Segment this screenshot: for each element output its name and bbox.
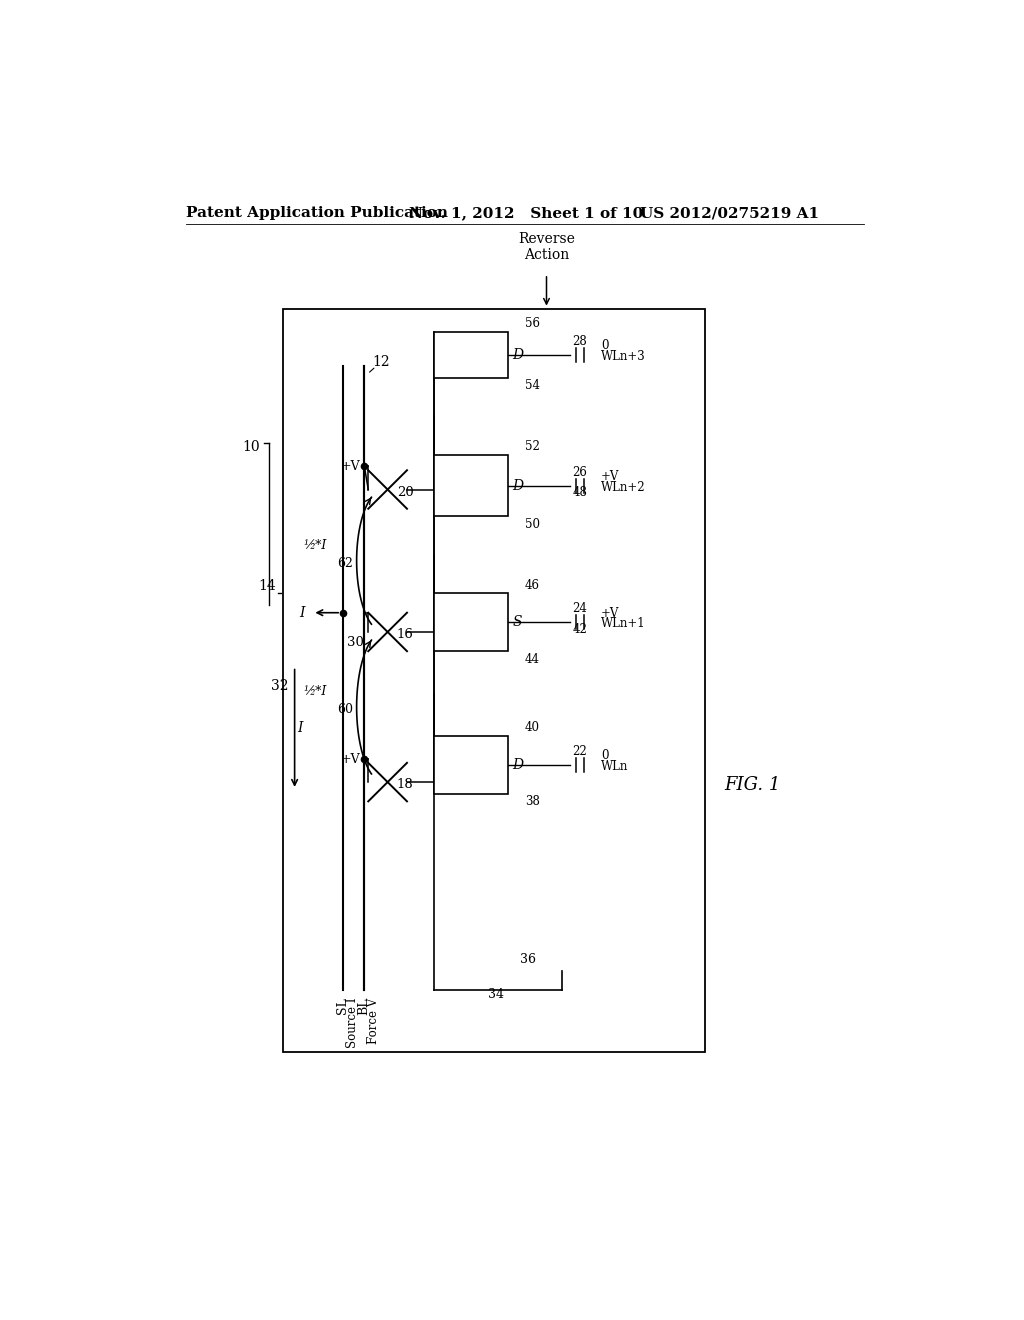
Text: 26: 26 bbox=[572, 466, 587, 479]
Text: SL: SL bbox=[336, 998, 349, 1015]
Text: +V: +V bbox=[341, 752, 360, 766]
Bar bbox=[434, 594, 508, 651]
Text: BL: BL bbox=[357, 998, 370, 1015]
Text: 36: 36 bbox=[520, 953, 537, 966]
Text: 0: 0 bbox=[601, 748, 608, 762]
Text: FIG. 1: FIG. 1 bbox=[725, 776, 781, 793]
Text: 22: 22 bbox=[572, 744, 587, 758]
Bar bbox=[434, 455, 508, 516]
Text: 52: 52 bbox=[524, 441, 540, 453]
Text: Reverse
Action: Reverse Action bbox=[518, 232, 574, 263]
Text: 20: 20 bbox=[397, 486, 414, 499]
Text: 48: 48 bbox=[572, 487, 587, 499]
Text: 38: 38 bbox=[524, 795, 540, 808]
Text: Source I: Source I bbox=[346, 998, 358, 1048]
Text: WLn+3: WLn+3 bbox=[601, 350, 645, 363]
Text: 14: 14 bbox=[258, 578, 276, 593]
Text: 46: 46 bbox=[524, 579, 540, 591]
Text: 24: 24 bbox=[572, 602, 587, 615]
Text: 28: 28 bbox=[572, 335, 587, 347]
Text: 54: 54 bbox=[524, 379, 540, 392]
Text: WLn+2: WLn+2 bbox=[601, 480, 645, 494]
Text: Force V: Force V bbox=[367, 998, 380, 1044]
Text: 12: 12 bbox=[372, 355, 390, 370]
Text: +V: +V bbox=[601, 470, 620, 483]
Bar bbox=[434, 331, 508, 378]
Text: 0: 0 bbox=[601, 339, 608, 352]
Text: Patent Application Publication: Patent Application Publication bbox=[186, 206, 449, 220]
Text: 60: 60 bbox=[337, 704, 352, 717]
Text: 10: 10 bbox=[242, 440, 260, 454]
Bar bbox=[283, 309, 706, 1052]
Text: 16: 16 bbox=[397, 628, 414, 642]
Text: 32: 32 bbox=[271, 678, 289, 693]
Bar bbox=[434, 737, 508, 793]
Text: US 2012/0275219 A1: US 2012/0275219 A1 bbox=[640, 206, 818, 220]
Text: I: I bbox=[297, 721, 302, 735]
Text: 56: 56 bbox=[524, 317, 540, 330]
Text: 44: 44 bbox=[524, 653, 540, 665]
Text: ½*I: ½*I bbox=[304, 539, 328, 552]
Text: 42: 42 bbox=[572, 623, 587, 636]
Text: WLn+1: WLn+1 bbox=[601, 618, 645, 631]
Text: ½*I: ½*I bbox=[304, 685, 328, 698]
Text: Nov. 1, 2012   Sheet 1 of 10: Nov. 1, 2012 Sheet 1 of 10 bbox=[409, 206, 643, 220]
Text: WLn: WLn bbox=[601, 760, 628, 772]
Text: +V: +V bbox=[601, 607, 620, 619]
Text: 40: 40 bbox=[524, 721, 540, 734]
Text: 34: 34 bbox=[488, 987, 504, 1001]
Text: D: D bbox=[512, 347, 523, 362]
Text: 18: 18 bbox=[397, 779, 414, 791]
Text: D: D bbox=[512, 479, 523, 492]
Text: 62: 62 bbox=[337, 557, 352, 570]
Text: D: D bbox=[512, 758, 523, 772]
Text: +V: +V bbox=[341, 461, 360, 474]
Text: 50: 50 bbox=[524, 517, 540, 531]
Text: S: S bbox=[512, 615, 522, 630]
Text: I: I bbox=[299, 606, 305, 619]
Text: 30: 30 bbox=[346, 636, 364, 649]
